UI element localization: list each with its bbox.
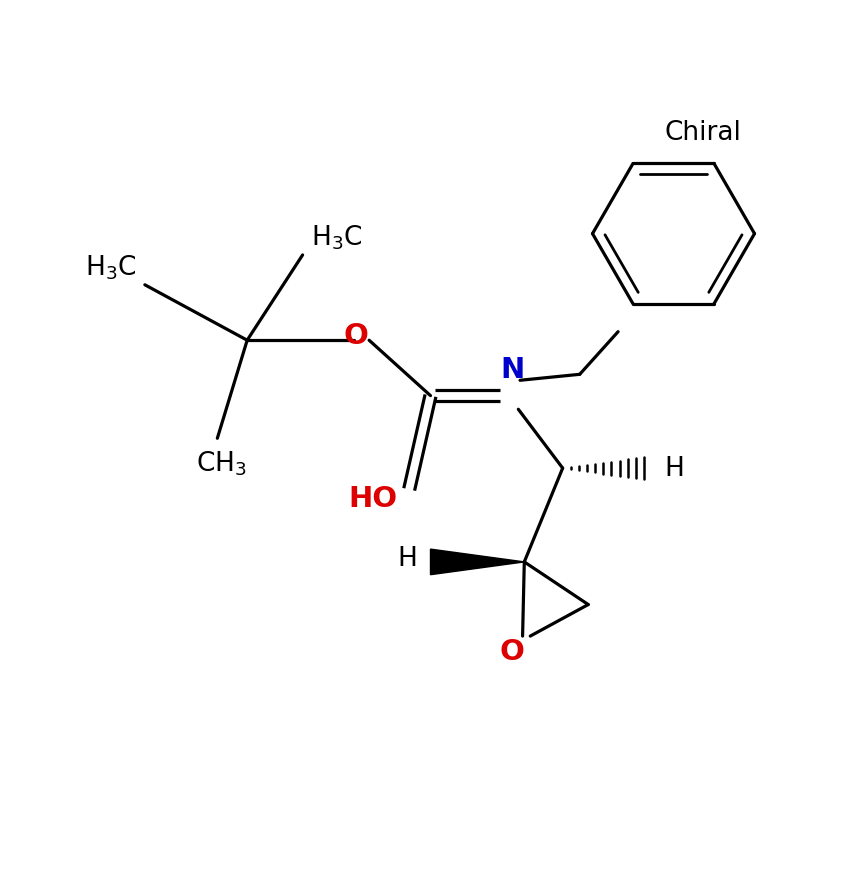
Text: O: O — [499, 638, 524, 666]
Polygon shape — [430, 549, 524, 575]
Text: O: O — [343, 322, 368, 349]
Text: Chiral: Chiral — [665, 119, 742, 145]
Text: H: H — [398, 546, 418, 572]
Text: N: N — [500, 355, 524, 383]
Text: H$_3$C: H$_3$C — [311, 223, 362, 251]
Text: HO: HO — [349, 484, 398, 513]
Text: CH$_3$: CH$_3$ — [196, 449, 247, 477]
Text: H$_3$C: H$_3$C — [84, 253, 136, 282]
Text: H: H — [664, 455, 684, 481]
